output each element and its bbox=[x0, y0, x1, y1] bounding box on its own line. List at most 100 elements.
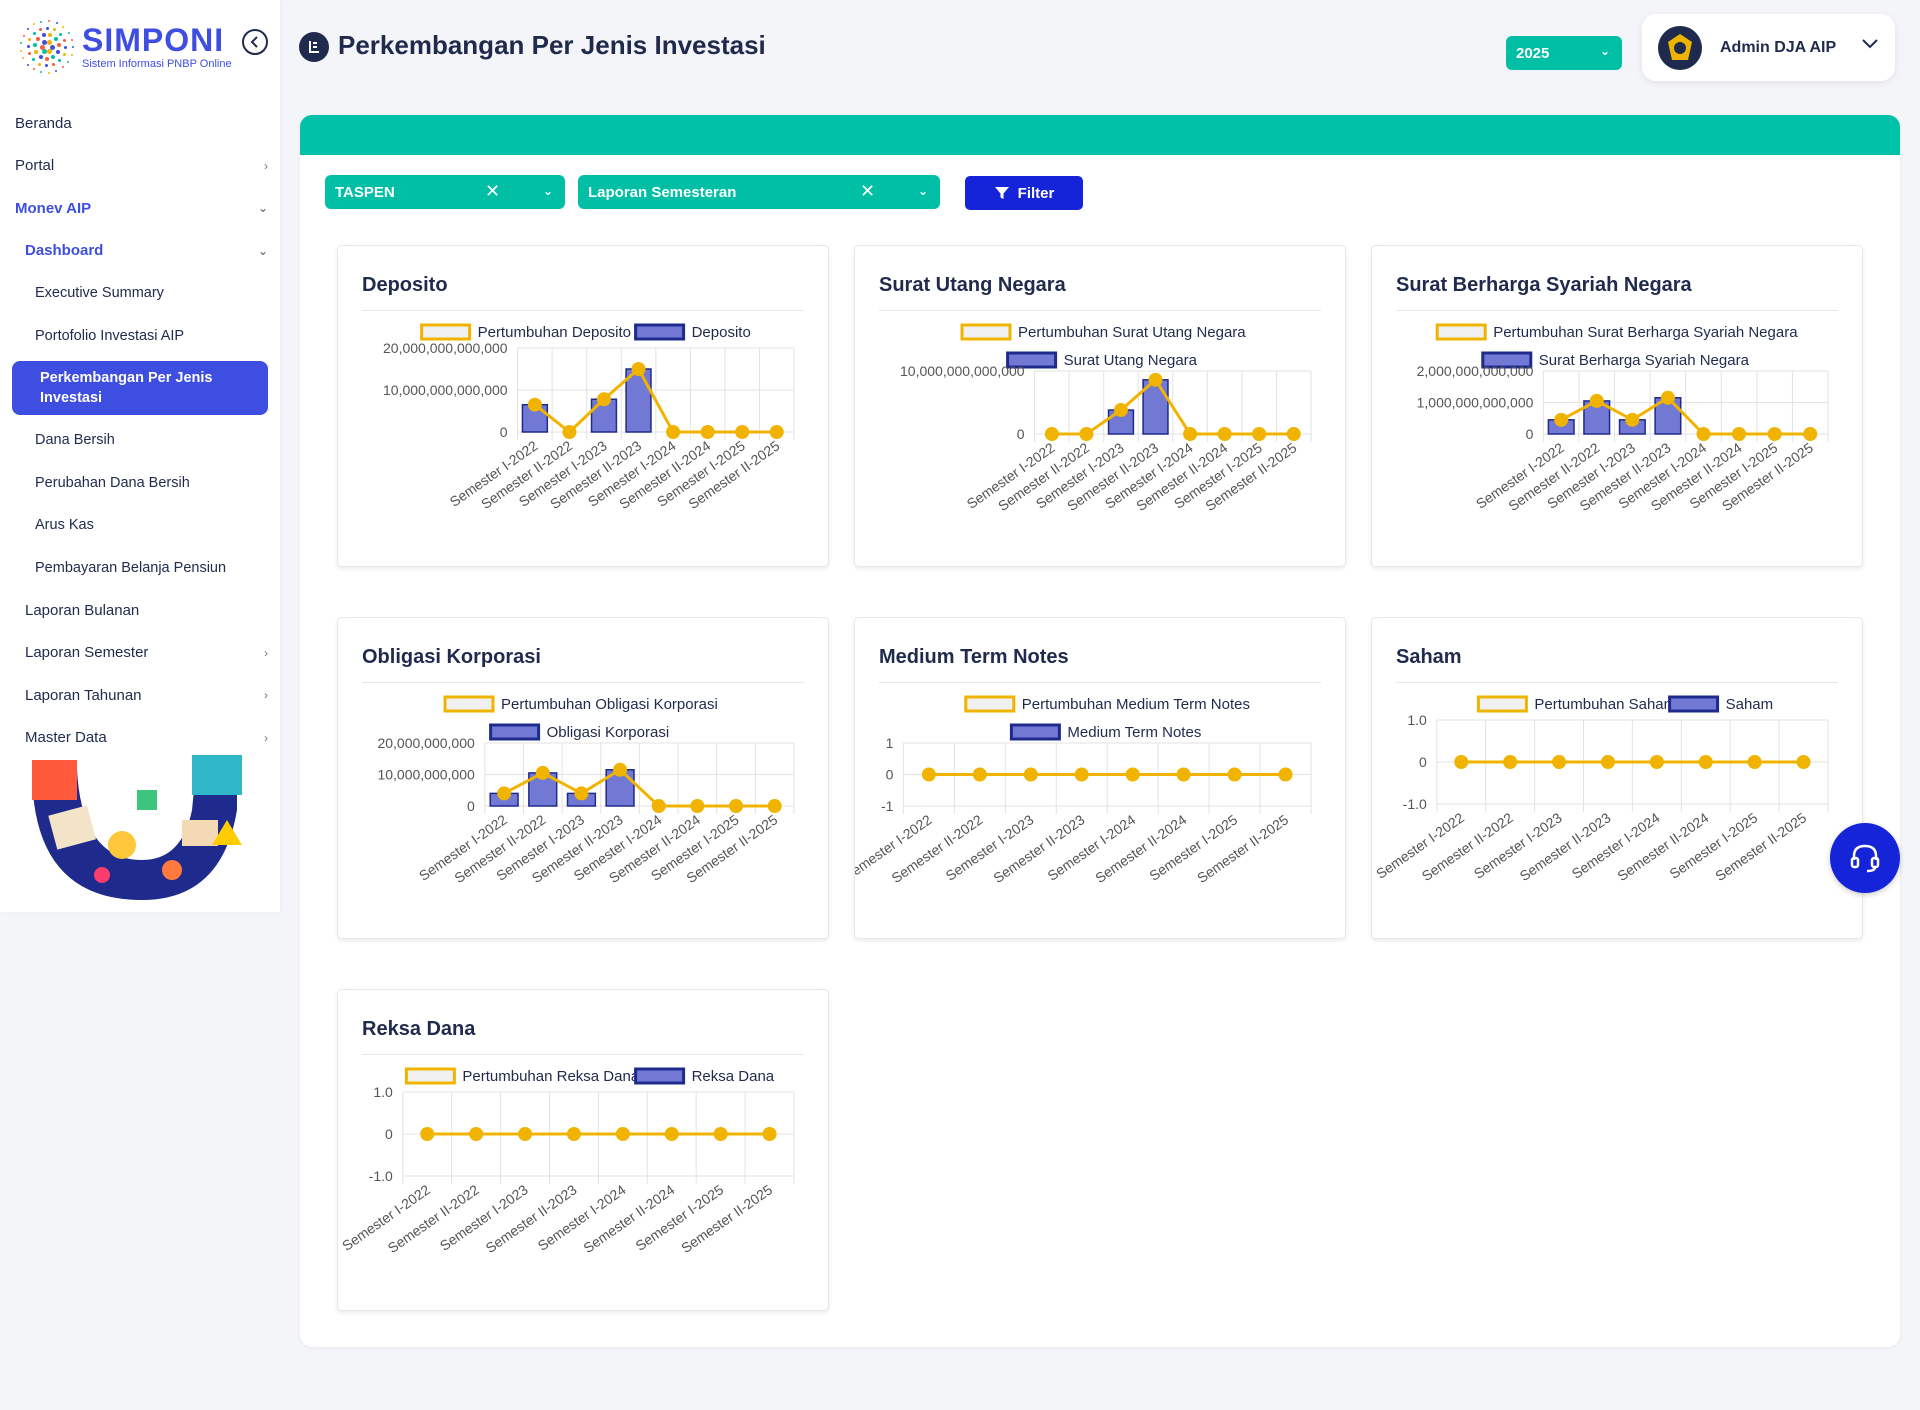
user-menu[interactable]: Admin DJA AIP bbox=[1642, 14, 1895, 81]
legend-item[interactable]: Pertumbuhan Deposito bbox=[420, 323, 631, 341]
brand-logo[interactable]: SIMPONI Sistem Informasi PNBP Online bbox=[18, 18, 232, 76]
data-point[interactable] bbox=[729, 799, 744, 813]
data-point[interactable] bbox=[631, 362, 646, 376]
bar[interactable] bbox=[590, 398, 618, 433]
sidebar-collapse-button[interactable] bbox=[242, 29, 268, 55]
data-point[interactable] bbox=[1125, 767, 1140, 782]
data-point[interactable] bbox=[613, 762, 628, 777]
bar[interactable] bbox=[625, 368, 652, 433]
sidebar-item-arus-kas[interactable]: Arus Kas bbox=[0, 504, 280, 547]
data-point[interactable] bbox=[1732, 427, 1747, 441]
data-point[interactable] bbox=[1767, 427, 1782, 441]
sidebar-item-laporan-semester[interactable]: Laporan Semester › bbox=[0, 632, 280, 675]
data-point[interactable] bbox=[735, 425, 750, 439]
sidebar-item-master-data[interactable]: Master Data › bbox=[0, 717, 280, 760]
data-point[interactable] bbox=[713, 1127, 728, 1141]
data-point[interactable] bbox=[664, 1127, 679, 1141]
data-point[interactable] bbox=[762, 1127, 777, 1141]
legend-item[interactable]: Medium Term Notes bbox=[1009, 723, 1201, 741]
sidebar-item-monev-aip[interactable]: Monev AIP ⌄ bbox=[0, 187, 280, 230]
data-point[interactable] bbox=[1074, 767, 1089, 782]
data-point[interactable] bbox=[1252, 427, 1267, 441]
data-point[interactable] bbox=[1278, 767, 1293, 782]
data-point[interactable] bbox=[1803, 427, 1818, 441]
data-point[interactable] bbox=[1227, 767, 1242, 782]
data-point[interactable] bbox=[769, 425, 784, 439]
filter-button[interactable]: Filter bbox=[965, 176, 1083, 210]
data-point[interactable] bbox=[1079, 427, 1094, 441]
chevron-down-icon: ⌄ bbox=[1599, 44, 1610, 58]
data-point[interactable] bbox=[596, 392, 611, 407]
legend-item[interactable]: Saham bbox=[1668, 695, 1774, 713]
data-point[interactable] bbox=[700, 425, 715, 439]
data-point[interactable] bbox=[1554, 412, 1569, 427]
legend-item[interactable]: Pertumbuhan Reksa Dana bbox=[404, 1067, 640, 1085]
sidebar-item-dashboard[interactable]: Dashboard ⌄ bbox=[0, 230, 280, 273]
legend-item[interactable]: Surat Utang Negara bbox=[1006, 351, 1198, 369]
legend-item[interactable]: Pertumbuhan Surat Utang Negara bbox=[960, 323, 1246, 341]
data-point[interactable] bbox=[1649, 755, 1664, 769]
clear-institution-icon[interactable]: ✕ bbox=[485, 181, 501, 201]
sidebar-item-perubahan-dana-bersih[interactable]: Perubahan Dana Bersih bbox=[0, 462, 280, 505]
data-point[interactable] bbox=[497, 786, 512, 801]
data-point[interactable] bbox=[615, 1127, 630, 1141]
data-point[interactable] bbox=[420, 1127, 435, 1141]
legend-item[interactable]: Surat Berharga Syariah Negara bbox=[1481, 351, 1750, 369]
clear-report-type-icon[interactable]: ✕ bbox=[860, 181, 876, 201]
data-point[interactable] bbox=[1176, 767, 1191, 782]
data-point[interactable] bbox=[1113, 403, 1128, 418]
sidebar-item-portal[interactable]: Portal › bbox=[0, 145, 280, 188]
legend-item[interactable]: Deposito bbox=[634, 323, 751, 341]
legend-item[interactable]: Obligasi Korporasi bbox=[489, 723, 670, 741]
data-point[interactable] bbox=[651, 799, 666, 813]
data-point[interactable] bbox=[1217, 427, 1232, 441]
data-point[interactable] bbox=[527, 397, 542, 412]
data-point[interactable] bbox=[1286, 427, 1301, 441]
legend-item[interactable]: Pertumbuhan Obligasi Korporasi bbox=[443, 695, 718, 713]
sidebar-item-pembayaran-belanja-pensiun[interactable]: Pembayaran Belanja Pensiun bbox=[0, 547, 280, 590]
data-point[interactable] bbox=[690, 799, 705, 813]
legend-item[interactable]: Pertumbuhan Saham bbox=[1476, 695, 1676, 713]
data-point[interactable] bbox=[972, 767, 987, 782]
data-point[interactable] bbox=[1148, 372, 1163, 387]
data-point[interactable] bbox=[469, 1127, 484, 1141]
sidebar-item-beranda[interactable]: Beranda bbox=[0, 102, 280, 145]
data-point[interactable] bbox=[1589, 393, 1604, 408]
data-point[interactable] bbox=[1044, 427, 1059, 441]
data-point[interactable] bbox=[1454, 755, 1469, 769]
data-point[interactable] bbox=[666, 425, 681, 439]
data-point[interactable] bbox=[1696, 427, 1711, 441]
data-point[interactable] bbox=[1625, 412, 1640, 427]
report-type-select[interactable]: Laporan Semesteran ✕ ⌄ bbox=[578, 175, 940, 209]
data-point[interactable] bbox=[1660, 390, 1675, 405]
data-point[interactable] bbox=[535, 765, 550, 780]
data-point[interactable] bbox=[1747, 755, 1762, 769]
data-point[interactable] bbox=[1023, 767, 1038, 782]
institution-select[interactable]: TASPEN ✕ ⌄ bbox=[325, 175, 565, 209]
sidebar-item-dana-bersih[interactable]: Dana Bersih bbox=[0, 419, 280, 462]
year-select[interactable]: 2025 ⌄ bbox=[1506, 36, 1622, 70]
main-panel: TASPEN ✕ ⌄ Laporan Semesteran ✕ ⌄ Filter… bbox=[300, 115, 1900, 1347]
data-point[interactable] bbox=[921, 767, 936, 782]
legend-item[interactable]: Reksa Dana bbox=[634, 1067, 775, 1085]
data-point[interactable] bbox=[1503, 755, 1518, 769]
data-point[interactable] bbox=[1183, 427, 1198, 441]
chart: Pertumbuhan Deposito Deposito 20,000,000,0… bbox=[383, 323, 795, 512]
data-point[interactable] bbox=[566, 1127, 581, 1141]
data-point[interactable] bbox=[1600, 755, 1615, 769]
data-point[interactable] bbox=[518, 1127, 533, 1141]
data-point[interactable] bbox=[1698, 755, 1713, 769]
legend-item[interactable]: Pertumbuhan Surat Berharga Syariah Negar… bbox=[1435, 323, 1798, 341]
sidebar-item-executive-summary[interactable]: Executive Summary bbox=[0, 272, 280, 315]
data-point[interactable] bbox=[1796, 755, 1811, 769]
sidebar-item-portofolio-investasi-aip[interactable]: Portofolio Investasi AIP bbox=[0, 315, 280, 358]
help-chat-button[interactable] bbox=[1830, 823, 1900, 893]
data-point[interactable] bbox=[1552, 755, 1567, 769]
sidebar-item-perkembangan-per-jenis-investasi[interactable]: Perkembangan Per Jenis Investasi bbox=[12, 361, 268, 415]
sidebar-item-laporan-tahunan[interactable]: Laporan Tahunan › bbox=[0, 674, 280, 717]
data-point[interactable] bbox=[767, 799, 782, 813]
data-point[interactable] bbox=[574, 786, 589, 801]
legend-item[interactable]: Pertumbuhan Medium Term Notes bbox=[964, 695, 1250, 713]
data-point[interactable] bbox=[562, 425, 577, 439]
sidebar-item-laporan-bulanan[interactable]: Laporan Bulanan bbox=[0, 589, 280, 632]
